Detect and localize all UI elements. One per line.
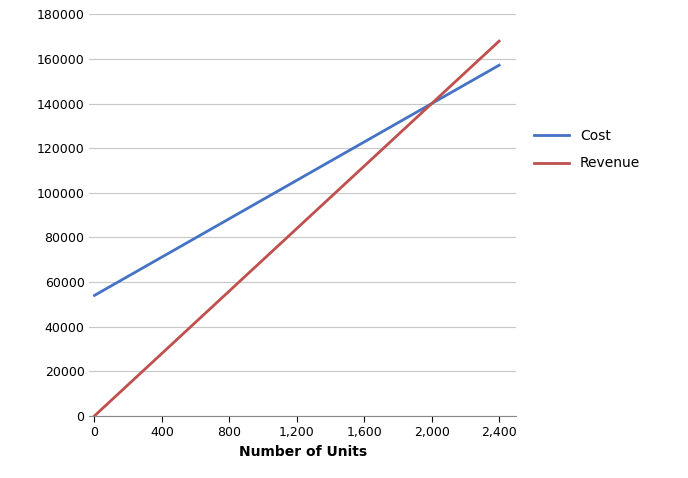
X-axis label: Number of Units: Number of Units: [239, 445, 367, 459]
Legend: Cost, Revenue: Cost, Revenue: [527, 122, 647, 177]
